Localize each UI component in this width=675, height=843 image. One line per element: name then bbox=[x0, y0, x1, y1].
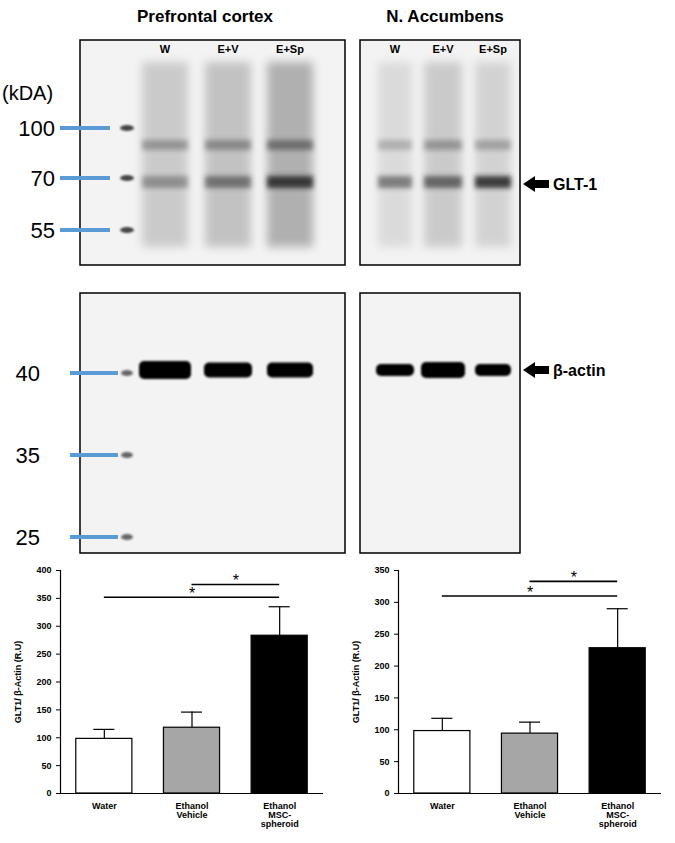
svg-text:E+V: E+V bbox=[217, 43, 239, 55]
svg-text:E+Sp: E+Sp bbox=[479, 43, 507, 55]
svg-text:100: 100 bbox=[36, 733, 51, 743]
svg-text:GLT1/ β-Actin (R.U): GLT1/ β-Actin (R.U) bbox=[351, 641, 361, 723]
svg-text:350: 350 bbox=[36, 593, 51, 603]
svg-text:W: W bbox=[390, 43, 401, 55]
svg-text:400: 400 bbox=[36, 565, 51, 575]
svg-text:*: * bbox=[189, 585, 195, 602]
svg-text:50: 50 bbox=[41, 761, 51, 771]
svg-text:300: 300 bbox=[374, 597, 389, 607]
svg-text:55: 55 bbox=[31, 218, 55, 243]
svg-text:EthanolVehicle: EthanolVehicle bbox=[514, 801, 547, 820]
svg-text:0: 0 bbox=[384, 788, 389, 798]
svg-text:EthanolMSC-spheroid: EthanolMSC-spheroid bbox=[261, 801, 299, 829]
svg-text:β-actin: β-actin bbox=[553, 362, 605, 379]
svg-text:GLT-1: GLT-1 bbox=[553, 176, 597, 193]
svg-text:E+V: E+V bbox=[432, 43, 454, 55]
svg-text:35: 35 bbox=[16, 443, 40, 468]
svg-text:Water: Water bbox=[430, 801, 455, 811]
svg-text:EthanolMSC-spheroid: EthanolMSC-spheroid bbox=[599, 801, 637, 829]
svg-text:EthanolVehicle: EthanolVehicle bbox=[176, 801, 209, 820]
svg-text:350: 350 bbox=[374, 565, 389, 575]
svg-text:250: 250 bbox=[374, 629, 389, 639]
svg-text:200: 200 bbox=[36, 677, 51, 687]
svg-text:200: 200 bbox=[374, 661, 389, 671]
svg-text:W: W bbox=[160, 43, 171, 55]
svg-text:*: * bbox=[233, 572, 239, 589]
svg-text:25: 25 bbox=[16, 525, 40, 550]
svg-text:*: * bbox=[571, 569, 577, 586]
svg-text:150: 150 bbox=[374, 693, 389, 703]
svg-text:300: 300 bbox=[36, 621, 51, 631]
svg-text:50: 50 bbox=[379, 757, 389, 767]
svg-text:Prefrontal cortex: Prefrontal cortex bbox=[137, 7, 274, 26]
svg-text:250: 250 bbox=[36, 649, 51, 659]
svg-text:100: 100 bbox=[374, 725, 389, 735]
svg-text:N. Accumbens: N. Accumbens bbox=[386, 7, 503, 26]
svg-text:0: 0 bbox=[46, 788, 51, 798]
svg-text:70: 70 bbox=[31, 166, 55, 191]
svg-text:Water: Water bbox=[92, 801, 117, 811]
svg-text:E+Sp: E+Sp bbox=[276, 43, 304, 55]
svg-text:100: 100 bbox=[18, 116, 55, 141]
svg-text:40: 40 bbox=[16, 361, 40, 386]
svg-text:(kDA): (kDA) bbox=[2, 82, 53, 104]
svg-text:150: 150 bbox=[36, 705, 51, 715]
svg-text:*: * bbox=[527, 584, 533, 601]
svg-text:GLT1/ β-Actin (R.U): GLT1/ β-Actin (R.U) bbox=[13, 641, 23, 723]
